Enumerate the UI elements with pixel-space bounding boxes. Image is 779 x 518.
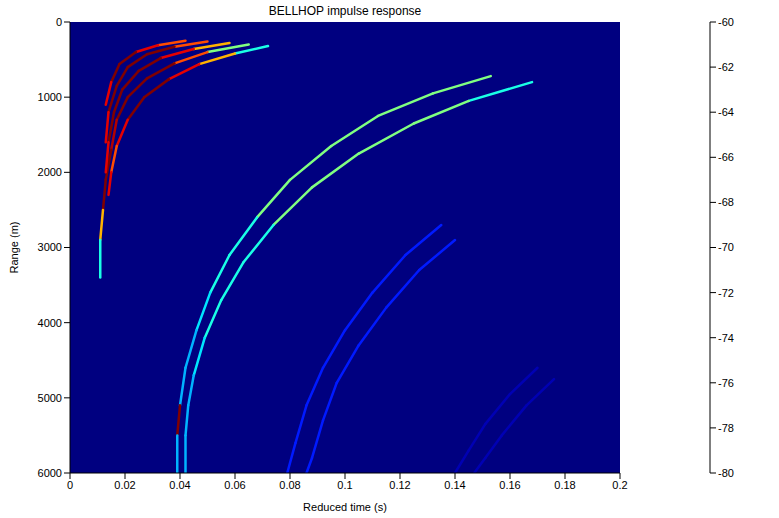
svg-text:0.12: 0.12: [389, 479, 410, 491]
svg-text:-66: -66: [718, 151, 734, 163]
svg-text:5000: 5000: [38, 392, 62, 404]
svg-text:-60: -60: [718, 16, 734, 28]
svg-text:0.16: 0.16: [499, 479, 520, 491]
svg-text:-68: -68: [718, 196, 734, 208]
svg-text:-74: -74: [718, 332, 734, 344]
svg-text:0.2: 0.2: [612, 479, 627, 491]
svg-text:-70: -70: [718, 241, 734, 253]
svg-text:0: 0: [67, 479, 73, 491]
svg-text:-80: -80: [718, 467, 734, 479]
svg-text:0.06: 0.06: [224, 479, 245, 491]
svg-text:1000: 1000: [38, 91, 62, 103]
svg-text:0.04: 0.04: [169, 479, 190, 491]
svg-text:0.08: 0.08: [279, 479, 300, 491]
svg-text:3000: 3000: [38, 241, 62, 253]
svg-text:6000: 6000: [38, 467, 62, 479]
svg-text:0.14: 0.14: [444, 479, 465, 491]
svg-text:-72: -72: [718, 287, 734, 299]
svg-text:0.18: 0.18: [554, 479, 575, 491]
svg-text:0.02: 0.02: [114, 479, 135, 491]
svg-text:-76: -76: [718, 377, 734, 389]
svg-text:Reduced time (s): Reduced time (s): [303, 501, 387, 513]
svg-text:-62: -62: [718, 61, 734, 73]
svg-text:-64: -64: [718, 106, 734, 118]
svg-text:4000: 4000: [38, 317, 62, 329]
svg-text:0.1: 0.1: [337, 479, 352, 491]
html-text:BELLHOP impulse response: BELLHOP impulse response: [268, 4, 422, 18]
svg-text:0: 0: [56, 16, 62, 28]
svg-text:-78: -78: [718, 422, 734, 434]
svg-text:Range (m): Range (m): [8, 222, 20, 274]
svg-text:2000: 2000: [38, 166, 62, 178]
